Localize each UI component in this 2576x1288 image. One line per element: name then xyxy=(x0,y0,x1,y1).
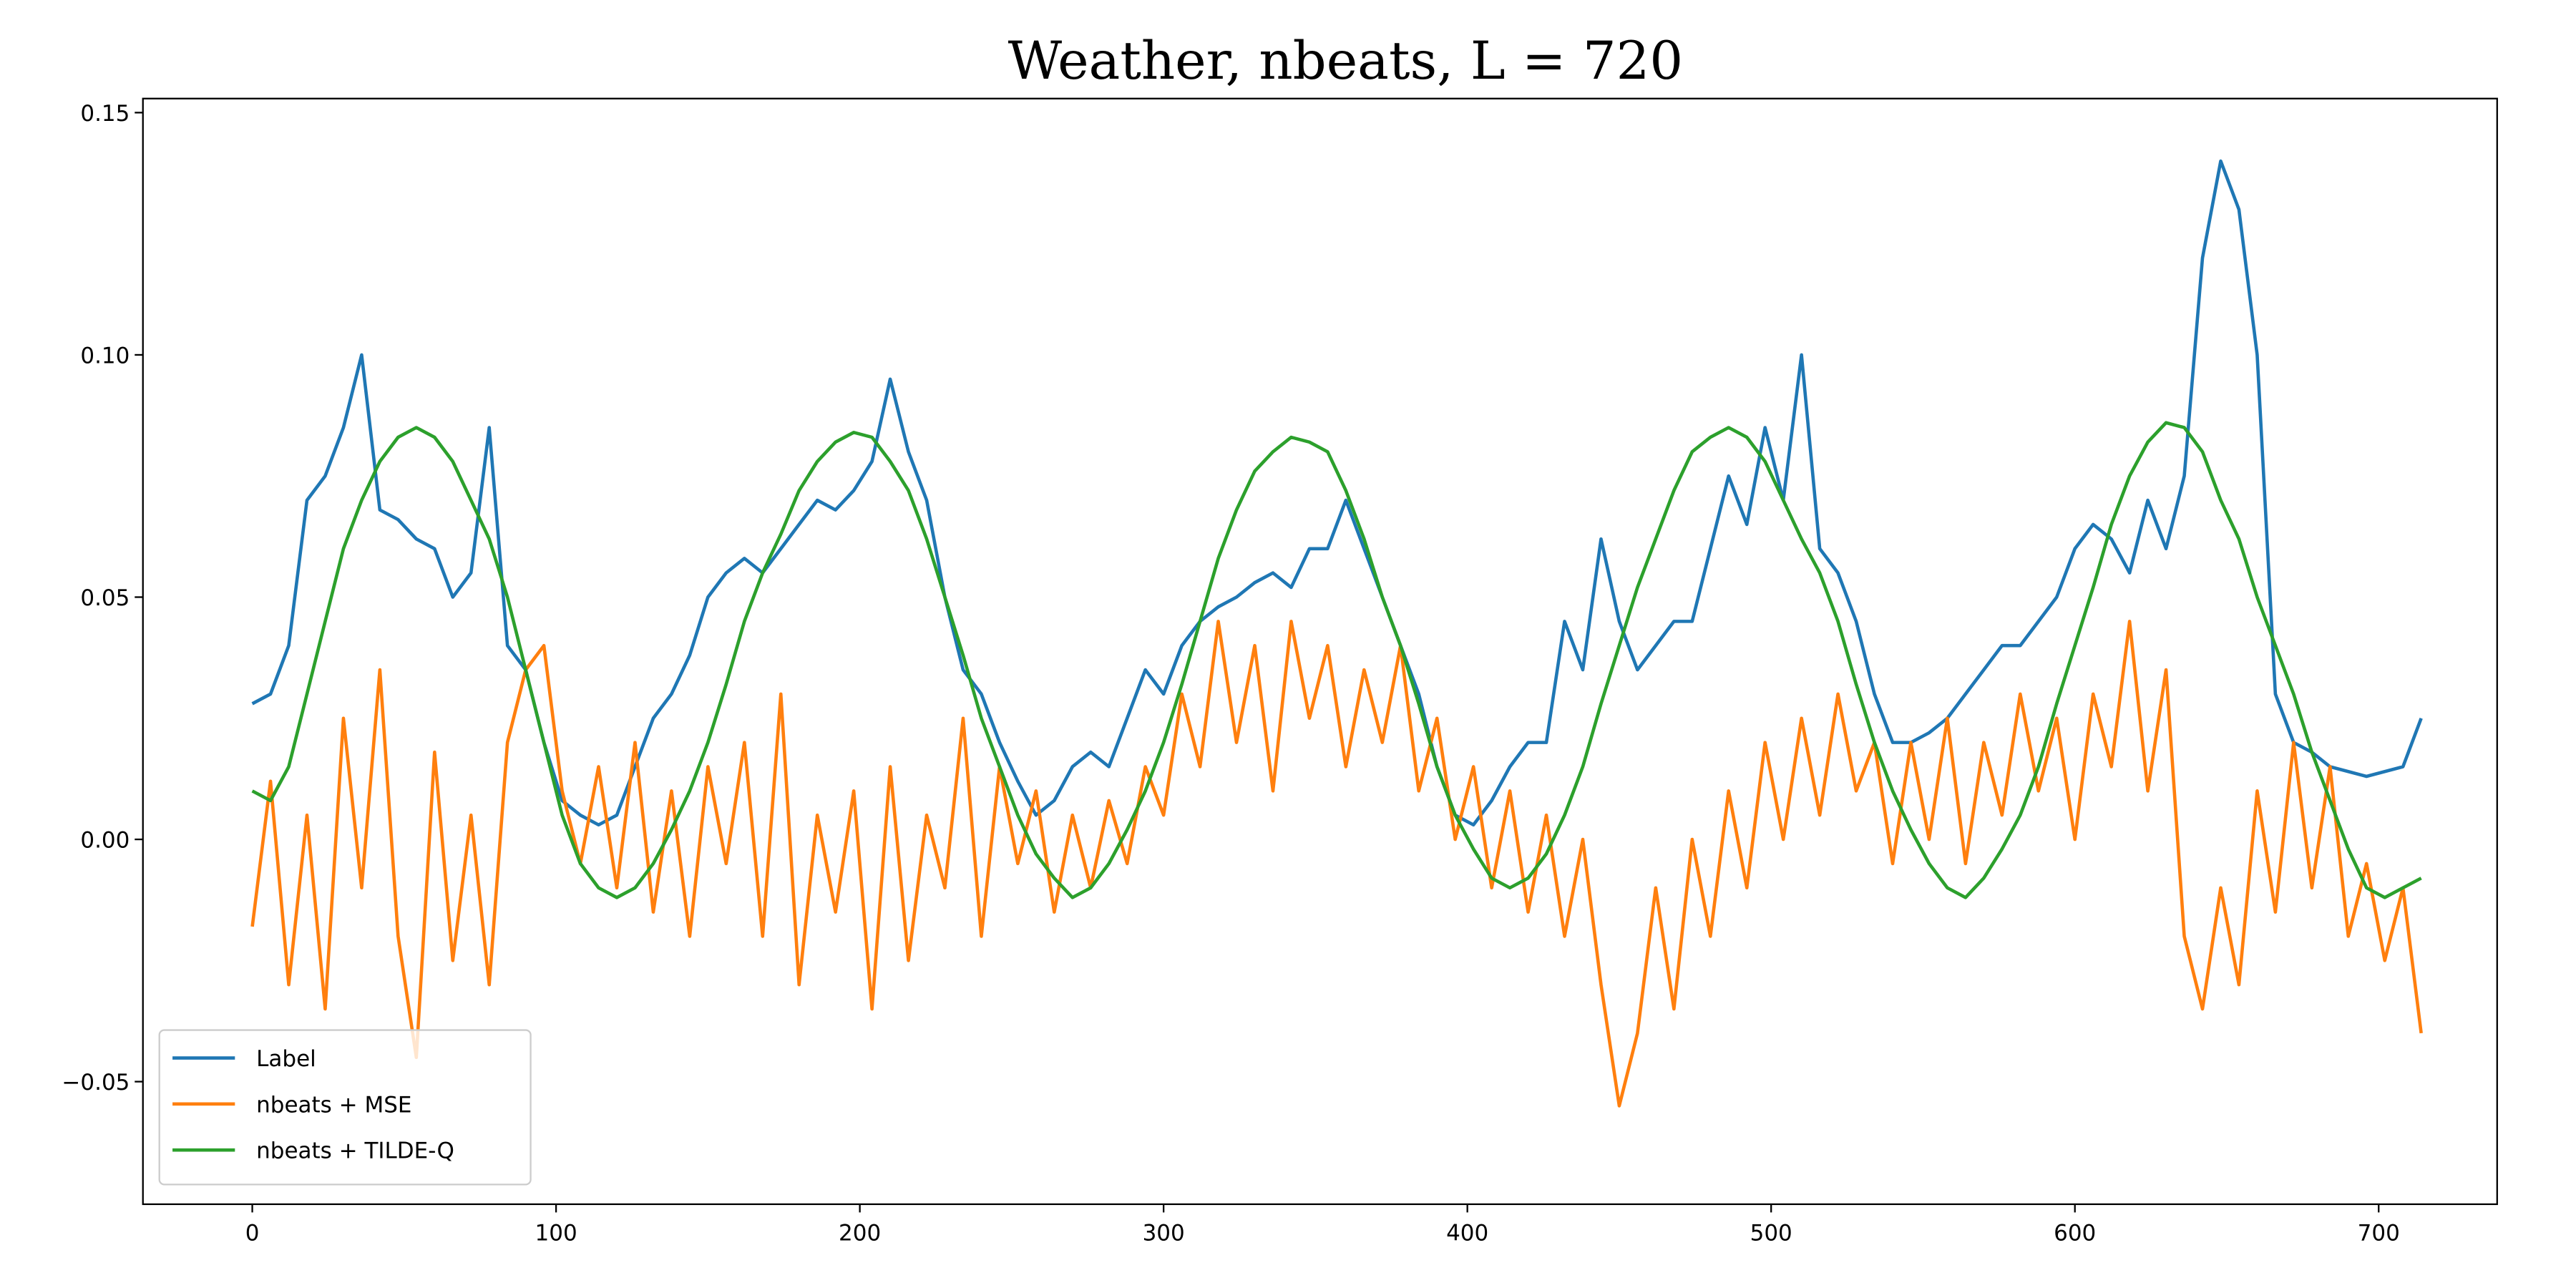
chart-title: Weather, nbeats, L = 720 xyxy=(1008,31,1684,92)
y-tick-label: −0.05 xyxy=(62,1070,130,1096)
series-line xyxy=(250,620,2423,1108)
x-tick-label: 700 xyxy=(2358,1220,2400,1246)
legend-label: Label xyxy=(256,1046,316,1072)
x-tick-label: 500 xyxy=(1750,1220,1792,1246)
y-tick-label: 0.10 xyxy=(80,343,130,369)
y-tick-label: 0.00 xyxy=(80,828,130,854)
x-tick-label: 0 xyxy=(245,1220,260,1246)
legend-label: nbeats + TILDE-Q xyxy=(256,1138,454,1164)
series-line xyxy=(251,421,2422,899)
x-tick-label: 100 xyxy=(535,1220,577,1246)
x-tick-label: 600 xyxy=(2054,1220,2096,1246)
plot-frame xyxy=(142,97,2498,1206)
y-tick-label: 0.15 xyxy=(80,101,130,127)
legend-label: nbeats + MSE xyxy=(256,1092,411,1118)
x-tick-label: 200 xyxy=(839,1220,881,1246)
series-line xyxy=(251,159,2423,827)
x-tick-label: 300 xyxy=(1143,1220,1185,1246)
legend-box xyxy=(158,1029,532,1186)
y-tick-label: 0.05 xyxy=(80,585,130,611)
x-tick-label: 400 xyxy=(1446,1220,1488,1246)
